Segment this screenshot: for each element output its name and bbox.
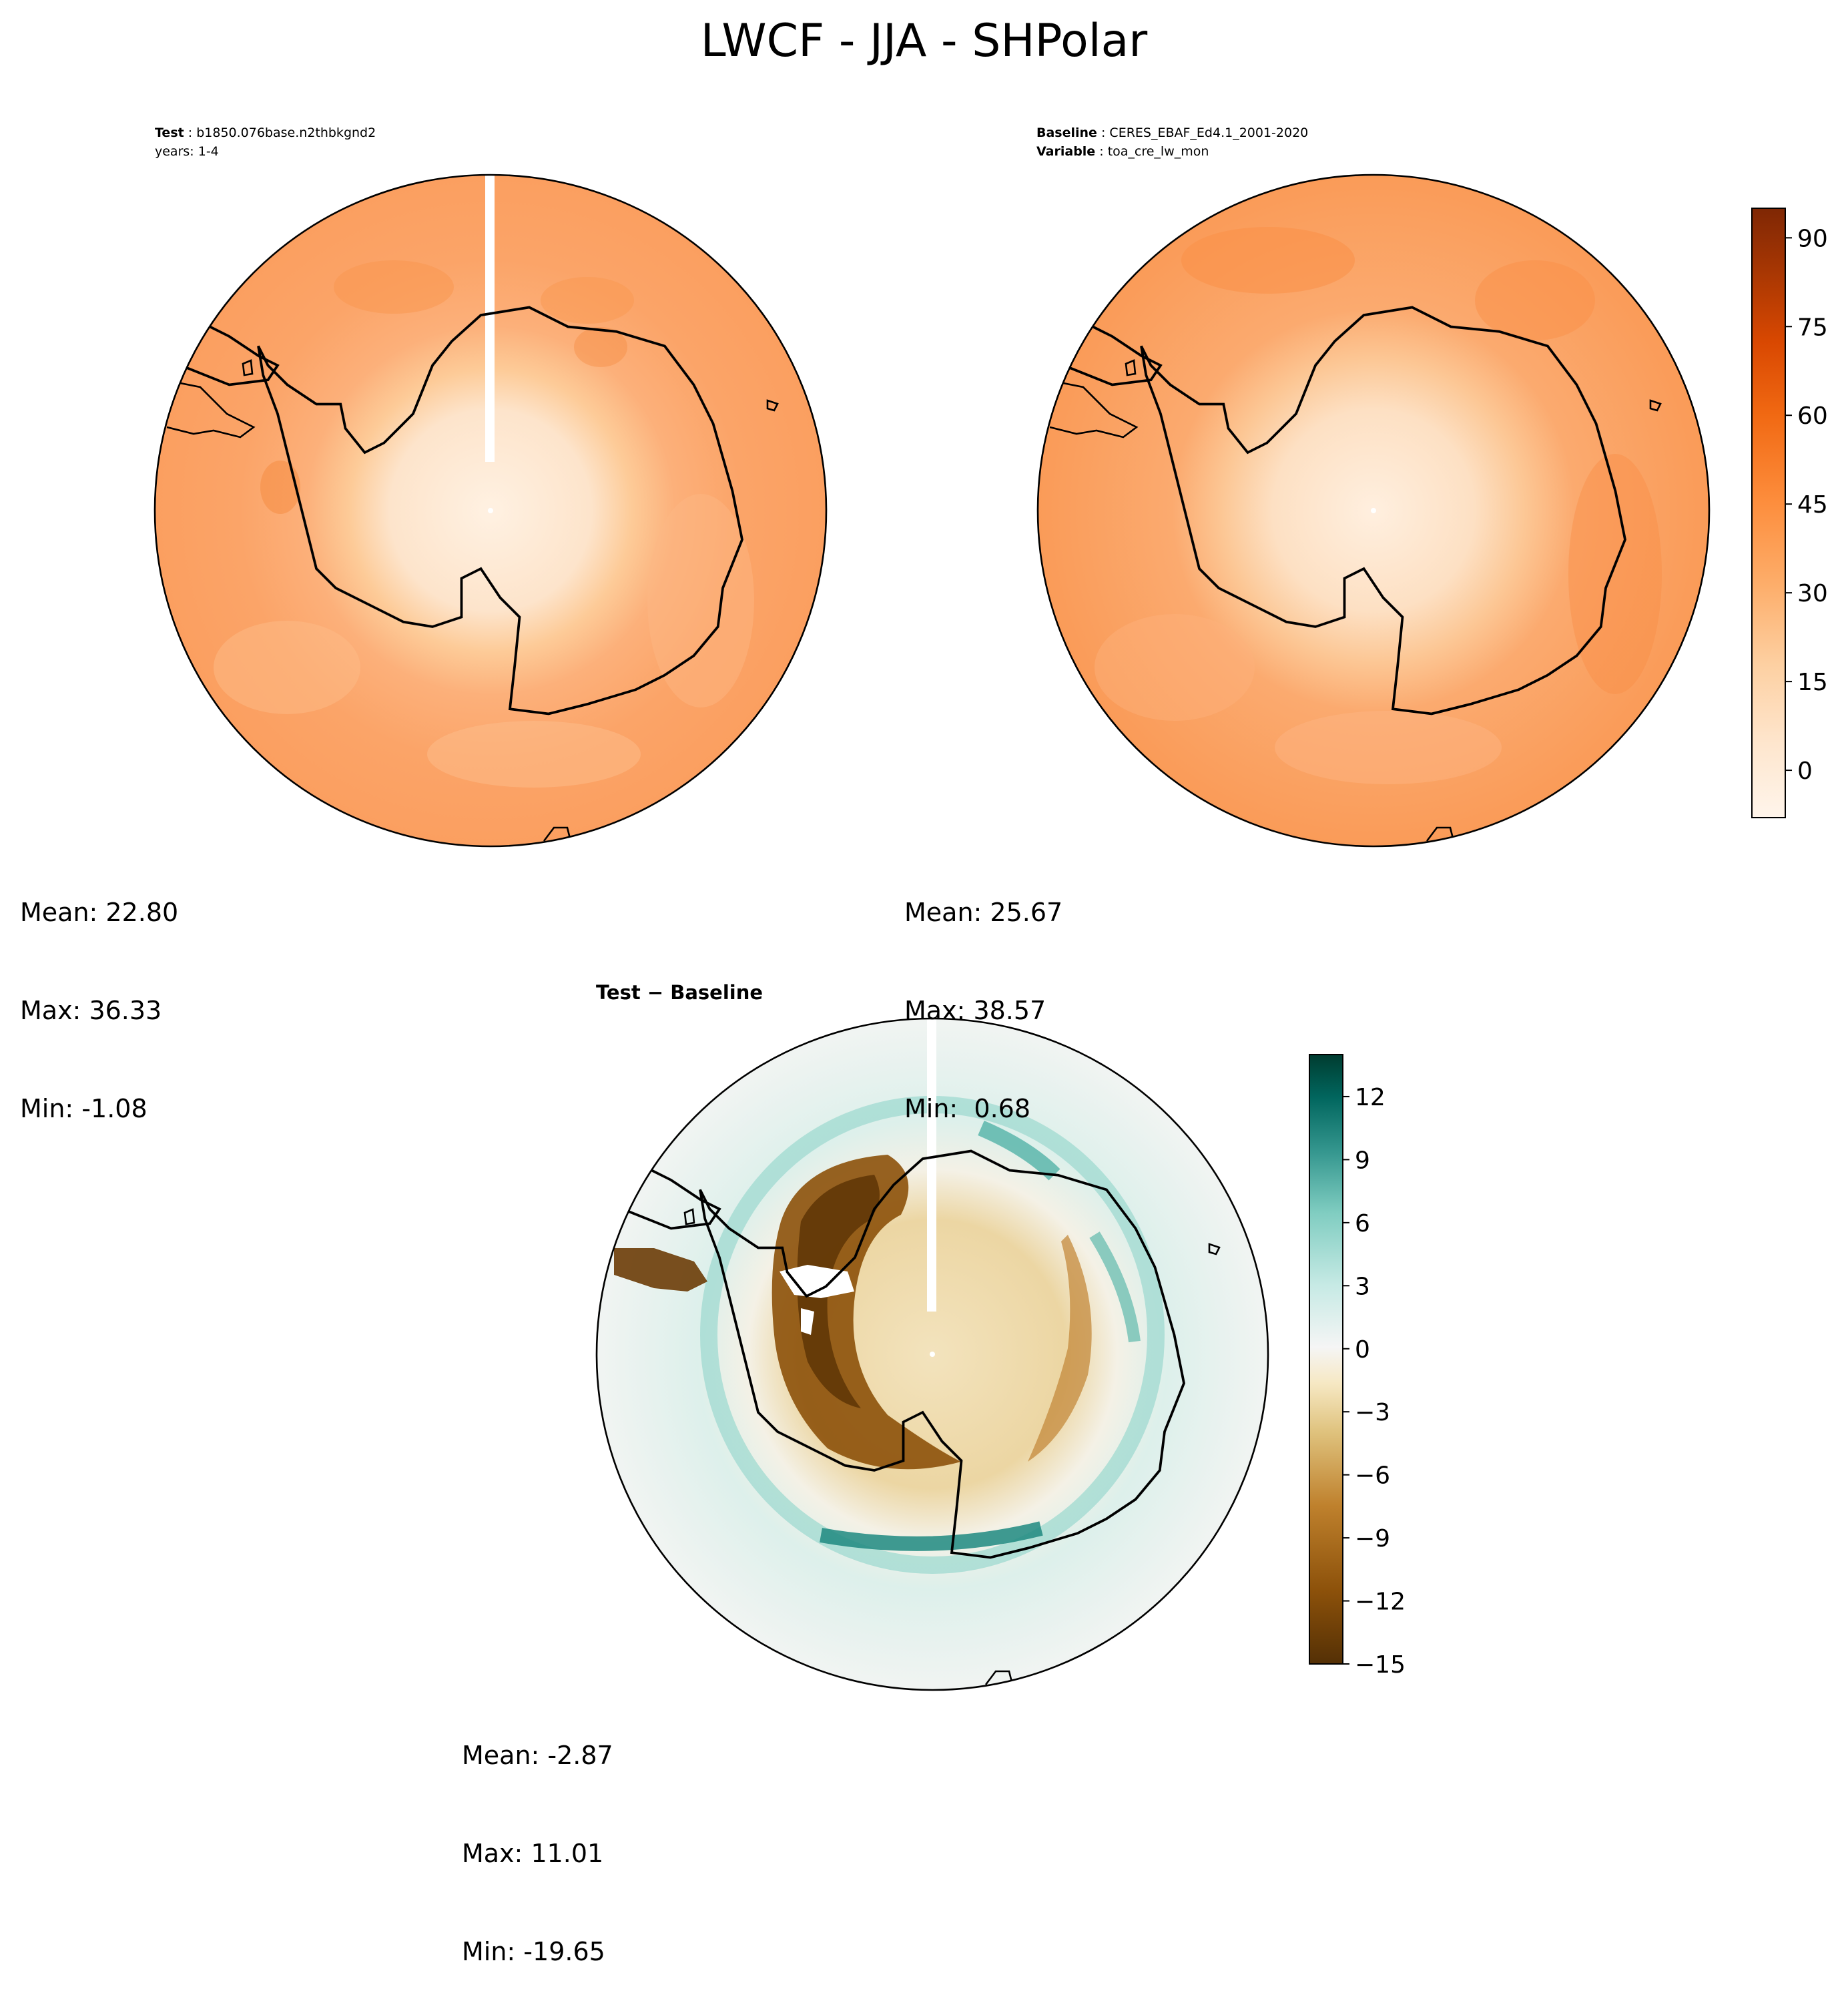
baseline-label: Baseline [1036,125,1097,140]
test-meta: Test : b1850.076base.n2thbkgnd2 years: 1… [155,123,376,161]
colorbar-oranges-tick-label: 45 [1797,491,1828,519]
colorbar-brbg-tick-label: −3 [1355,1399,1390,1426]
test-min: Min: -1.08 [20,1094,147,1123]
test-max: Max: 36.33 [20,996,162,1025]
test-years: years: 1-4 [155,144,219,159]
difference-map [595,1017,1269,1691]
colorbar-oranges-tick-label: 15 [1797,669,1828,696]
baseline-meta: Baseline : CERES_EBAF_Ed4.1_2001-2020 Va… [1036,125,1309,159]
test-label: Test [155,125,184,140]
colorbar-brbg-tick-label: −15 [1355,1651,1406,1679]
colorbar-brbg-tick-label: 12 [1355,1084,1385,1111]
colorbar-brbg-tick-label: 6 [1355,1210,1370,1237]
difference-title: Test − Baseline [596,981,763,1004]
figure-title: LWCF - JJA - SHPolar [700,15,1148,67]
colorbar-brbg-tick-label: 0 [1355,1336,1370,1364]
colorbar-oranges-tick-label: 0 [1797,758,1813,785]
difference-stats: Mean: -2.87 Max: 11.01 Min: -19.65 [462,1674,613,2001]
colorbar-brbg-scale [1309,1054,1343,1665]
colorbar-brbg-tick-label: −9 [1355,1525,1390,1552]
baseline-stats: Mean: 25.67 Max: 38.57 Min: 0.68 [904,831,1062,1158]
test-case: b1850.076base.n2thbkgnd2 [196,125,376,140]
colorbar-brbg: 12 9 6 3 0 −3 −6 −9 −12 −15 [1309,1054,1406,1679]
colorbar-brbg-tick-label: −6 [1355,1462,1390,1490]
difference-max: Max: 11.01 [462,1839,604,1868]
variable-name: toa_cre_lw_mon [1107,144,1209,159]
colorbar-oranges: 0 15 30 45 60 75 90 [1751,208,1828,818]
colorbar-brbg-tick-label: 3 [1355,1273,1370,1300]
colorbar-oranges-tick-label: 90 [1797,225,1828,252]
colorbar-oranges-tick-label: 60 [1797,402,1828,430]
colorbar-brbg-tick-label: 9 [1355,1147,1370,1174]
baseline-max: Max: 38.57 [904,996,1046,1025]
baseline-mean: Mean: 25.67 [904,898,1063,927]
baseline-case: CERES_EBAF_Ed4.1_2001-2020 [1109,125,1309,140]
colorbar-oranges-tick-label: 30 [1797,580,1828,607]
baseline-min: Min: 0.68 [904,1094,1030,1123]
colorbar-oranges-tick-label: 75 [1797,314,1828,341]
difference-mean: Mean: -2.87 [462,1741,613,1770]
colorbar-oranges-scale [1751,208,1786,818]
variable-label: Variable [1036,144,1096,159]
test-map [153,174,828,848]
colorbar-brbg-tick-label: −12 [1355,1589,1406,1616]
baseline-map [1036,174,1711,848]
difference-min: Min: -19.65 [462,1937,605,1966]
test-stats: Mean: 22.80 Max: 36.33 Min: -1.08 [20,831,178,1158]
test-mean: Mean: 22.80 [20,898,179,927]
